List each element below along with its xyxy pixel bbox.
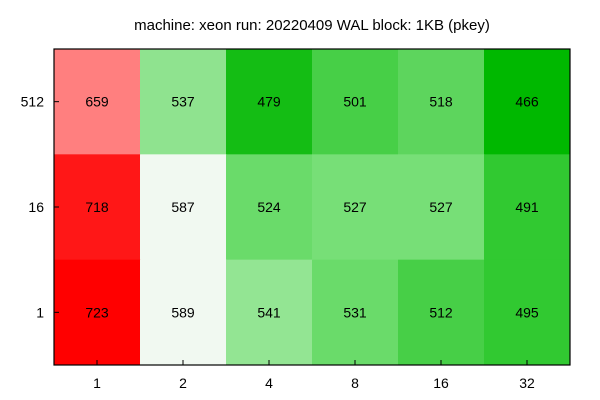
x-tick-label: 16 xyxy=(433,375,449,391)
heatmap-cell xyxy=(226,154,313,261)
heatmap-cell-value: 479 xyxy=(257,94,281,110)
heatmap-cell xyxy=(484,154,571,261)
heatmap-cell xyxy=(312,49,399,155)
heatmap-cell-value: 527 xyxy=(343,199,367,215)
heatmap-cell-value: 466 xyxy=(515,94,539,110)
x-tick-label: 4 xyxy=(265,375,273,391)
heatmap-cell xyxy=(484,259,571,366)
heatmap-cell-value: 718 xyxy=(85,199,109,215)
y-tick-label: 512 xyxy=(21,94,45,110)
heatmap-cell xyxy=(140,49,227,155)
heatmap-cell xyxy=(54,154,141,261)
heatmap-cell-value: 495 xyxy=(515,304,539,320)
heatmap-cell-value: 659 xyxy=(85,94,109,110)
heatmap-cell-value: 501 xyxy=(343,94,367,110)
heatmap-cell-value: 587 xyxy=(171,199,195,215)
heatmap-cell xyxy=(226,259,313,366)
heatmap-cell xyxy=(484,49,571,155)
heatmap-cell xyxy=(312,259,399,366)
heatmap-cells xyxy=(54,49,571,366)
heatmap-cell-value: 527 xyxy=(429,199,453,215)
heatmap-cell xyxy=(54,49,141,155)
x-tick-label: 8 xyxy=(351,375,359,391)
heatmap-cell xyxy=(398,154,485,261)
chart-title: machine: xeon run: 20220409 WAL block: 1… xyxy=(134,17,490,34)
heatmap-cell xyxy=(226,49,313,155)
y-axis-ticks: 512 16 1 xyxy=(21,94,59,320)
x-tick-label: 32 xyxy=(519,375,535,391)
y-tick-label: 16 xyxy=(28,199,44,215)
heatmap-cell-value: 541 xyxy=(257,304,281,320)
heatmap-cell-value: 512 xyxy=(429,304,453,320)
heatmap-cell-labels: 659 537 479 501 518 466 718 587 524 527 527 491 723 5… xyxy=(85,94,539,321)
y-tick-label: 1 xyxy=(36,304,44,320)
heatmap-cell-value: 518 xyxy=(429,94,453,110)
x-tick-label: 1 xyxy=(93,375,101,391)
heatmap-cell xyxy=(398,49,485,155)
heatmap-cell-value: 537 xyxy=(171,94,195,110)
heatmap-cell xyxy=(140,154,227,261)
heatmap-cell-value: 491 xyxy=(515,199,539,215)
heatmap-cell-value: 723 xyxy=(85,304,109,320)
heatmap-cell xyxy=(312,154,399,261)
heatmap-cell xyxy=(140,259,227,366)
heatmap-cell xyxy=(398,259,485,366)
heatmap-cell-value: 524 xyxy=(257,199,281,215)
heatmap-cell-value: 589 xyxy=(171,304,195,320)
x-axis-ticks: 1 2 4 8 16 32 xyxy=(93,360,535,391)
heatmap-cell xyxy=(54,259,141,366)
heatmap-cell-value: 531 xyxy=(343,304,367,320)
x-tick-label: 2 xyxy=(179,375,187,391)
